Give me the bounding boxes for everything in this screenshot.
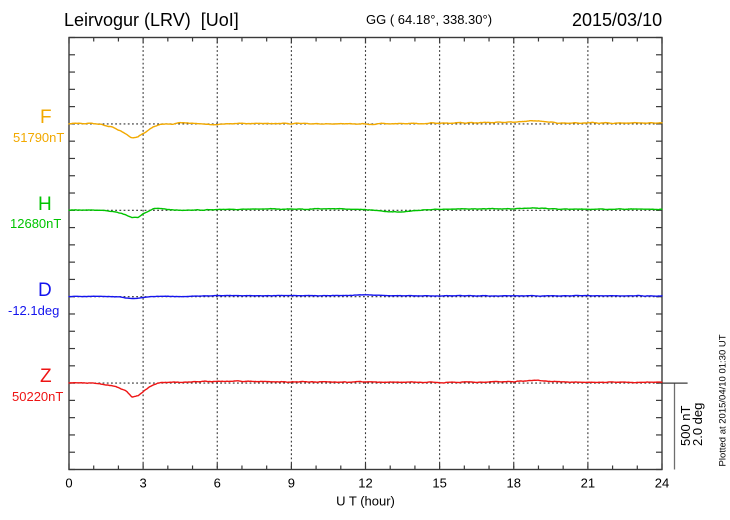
svg-text:9: 9 [288, 476, 295, 491]
svg-text:24: 24 [655, 476, 669, 491]
svg-text:GG ( 64.18°, 338.30°): GG ( 64.18°, 338.30°) [366, 12, 492, 27]
svg-text:21: 21 [581, 476, 595, 491]
svg-text:0: 0 [65, 476, 72, 491]
svg-text:18: 18 [507, 476, 521, 491]
svg-text:6: 6 [214, 476, 221, 491]
svg-text:3: 3 [140, 476, 147, 491]
svg-text:12: 12 [358, 476, 372, 491]
svg-text:15: 15 [432, 476, 446, 491]
svg-text:Leirvogur (LRV) [UoI]: Leirvogur (LRV) [UoI] [64, 10, 239, 30]
svg-text:2015/03/10: 2015/03/10 [572, 10, 662, 30]
svg-text:U T (hour): U T (hour) [336, 494, 395, 509]
